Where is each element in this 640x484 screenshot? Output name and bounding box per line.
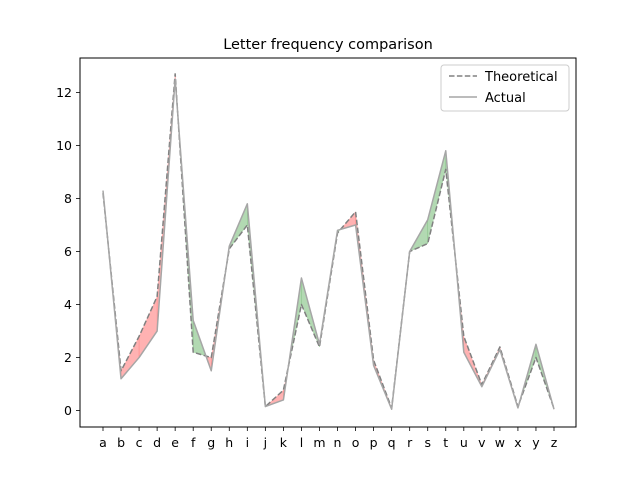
x-tick-label-j: j <box>263 435 267 450</box>
x-tick-label-z: z <box>551 435 558 450</box>
x-tick-label-b: b <box>117 435 125 450</box>
y-tick-label-10: 10 <box>56 138 72 153</box>
x-tick-label-d: d <box>153 435 161 450</box>
x-tick-label-o: o <box>352 435 360 450</box>
y-tick-label-0: 0 <box>64 403 72 418</box>
x-tick-label-h: h <box>225 435 233 450</box>
x-tick-label-w: w <box>495 435 505 450</box>
y-tick-label-8: 8 <box>64 191 72 206</box>
x-tick-label-f: f <box>191 435 196 450</box>
x-tick-label-a: a <box>99 435 107 450</box>
x-tick-label-y: y <box>532 435 540 450</box>
y-tick-label-4: 4 <box>64 297 72 312</box>
y-tick-label-6: 6 <box>64 244 72 259</box>
x-tick-label-s: s <box>424 435 431 450</box>
chart-title: Letter frequency comparison <box>223 37 433 53</box>
x-tick-label-c: c <box>136 435 143 450</box>
legend: Theoretical Actual <box>441 65 569 111</box>
y-tick-label-2: 2 <box>64 350 72 365</box>
x-tick-label-r: r <box>407 435 413 450</box>
x-tick-label-v: v <box>478 435 486 450</box>
x-tick-label-e: e <box>171 435 179 450</box>
x-tick-label-i: i <box>246 435 249 450</box>
x-tick-label-q: q <box>388 435 396 450</box>
x-tick-label-t: t <box>443 435 448 450</box>
x-tick-label-p: p <box>370 435 378 450</box>
x-tick-label-u: u <box>460 435 468 450</box>
x-tick-label-k: k <box>280 435 288 450</box>
legend-theoretical-label: Theoretical <box>484 70 558 85</box>
y-tick-label-12: 12 <box>56 85 72 100</box>
x-tick-label-m: m <box>313 435 325 450</box>
x-tick-label-x: x <box>514 435 521 450</box>
x-tick-label-g: g <box>207 435 215 450</box>
legend-actual-label: Actual <box>485 91 526 106</box>
x-tick-label-n: n <box>334 435 342 450</box>
x-tick-label-l: l <box>300 435 303 450</box>
